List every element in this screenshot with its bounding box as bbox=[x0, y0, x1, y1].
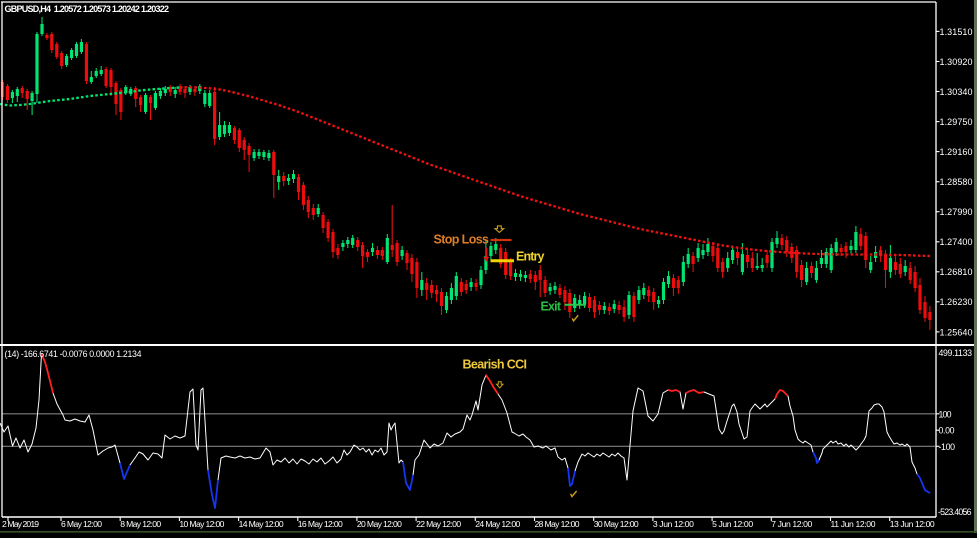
svg-text:10 May 12:00: 10 May 12:00 bbox=[179, 519, 224, 529]
svg-text:100: 100 bbox=[939, 409, 952, 419]
svg-text:5 Jun 12:00: 5 Jun 12:00 bbox=[712, 519, 753, 529]
svg-text:24 May 12:00: 24 May 12:00 bbox=[475, 519, 520, 529]
svg-text:Stop Loss: Stop Loss bbox=[434, 233, 490, 247]
svg-text:1.30920: 1.30920 bbox=[940, 57, 973, 67]
svg-text:1.25640: 1.25640 bbox=[940, 327, 973, 337]
svg-text:2 May 2019: 2 May 2019 bbox=[2, 519, 39, 529]
svg-text:Exit: Exit bbox=[541, 299, 562, 313]
svg-text:14 May 12:00: 14 May 12:00 bbox=[239, 519, 284, 529]
svg-text:16 May 12:00: 16 May 12:00 bbox=[298, 519, 343, 529]
svg-text:(14) -166.6741 -0.0076 0.0000: (14) -166.6741 -0.0076 0.0000 1.2134 bbox=[5, 349, 142, 359]
svg-text:3 Jun 12:00: 3 Jun 12:00 bbox=[653, 519, 694, 529]
svg-text:Bearish CCI: Bearish CCI bbox=[463, 357, 528, 371]
svg-text:30 May 12:00: 30 May 12:00 bbox=[594, 519, 639, 529]
svg-text:28 May 12:00: 28 May 12:00 bbox=[535, 519, 580, 529]
svg-text:11 Jun 12:00: 11 Jun 12:00 bbox=[831, 519, 876, 529]
svg-text:22 May 12:00: 22 May 12:00 bbox=[416, 519, 461, 529]
svg-text:-523.4056: -523.4056 bbox=[938, 507, 972, 517]
svg-text:1.29160: 1.29160 bbox=[940, 147, 973, 157]
svg-text:499.1133: 499.1133 bbox=[939, 348, 973, 358]
svg-text:20 May 12:00: 20 May 12:00 bbox=[357, 519, 402, 529]
svg-text:6 May 12:00: 6 May 12:00 bbox=[61, 519, 102, 529]
svg-text:Entry: Entry bbox=[516, 249, 545, 263]
svg-text:1.28580: 1.28580 bbox=[940, 177, 973, 187]
svg-text:0.00: 0.00 bbox=[939, 426, 955, 436]
svg-text:1.29750: 1.29750 bbox=[940, 117, 973, 127]
svg-text:1.31510: 1.31510 bbox=[940, 27, 973, 37]
svg-text:1.27990: 1.27990 bbox=[940, 207, 973, 217]
svg-text:1.30340: 1.30340 bbox=[940, 87, 973, 97]
svg-text:1.26810: 1.26810 bbox=[940, 267, 973, 277]
svg-text:-100: -100 bbox=[939, 442, 956, 452]
svg-text:13 Jun 12:00: 13 Jun 12:00 bbox=[890, 519, 935, 529]
svg-text:1.27400: 1.27400 bbox=[940, 237, 973, 247]
svg-text:8 May 12:00: 8 May 12:00 bbox=[120, 519, 161, 529]
svg-text:GBPUSD,H4 1.20572 1.20573 1.2: GBPUSD,H4 1.20572 1.20573 1.20242 1.2032… bbox=[5, 4, 170, 14]
svg-text:7 Jun 12:00: 7 Jun 12:00 bbox=[771, 519, 812, 529]
svg-text:1.26230: 1.26230 bbox=[940, 297, 973, 307]
